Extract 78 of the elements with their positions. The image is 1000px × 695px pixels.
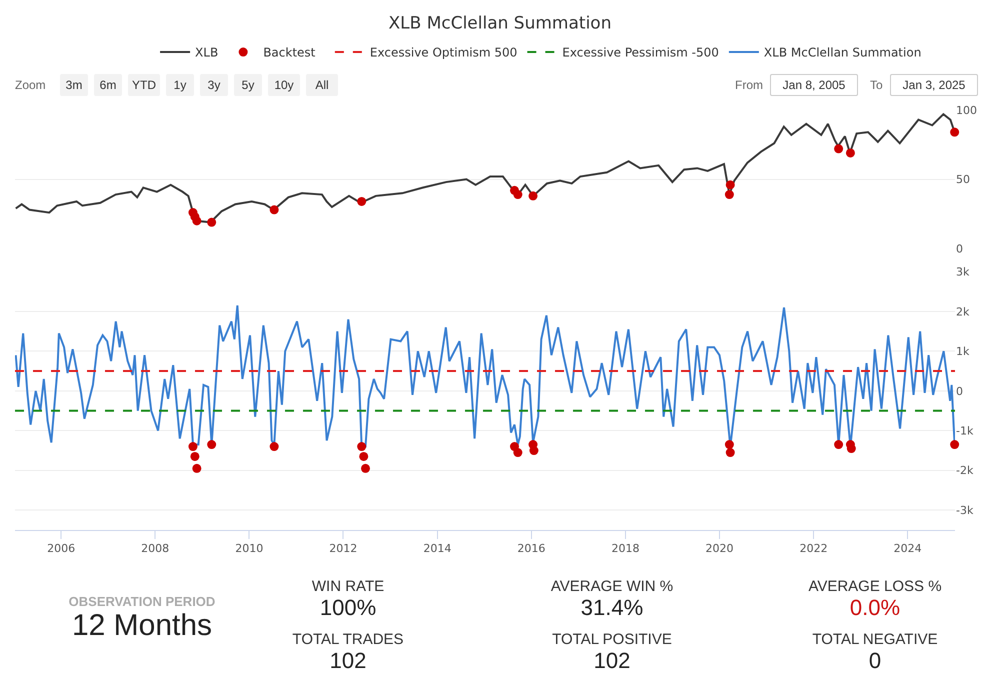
range-button: 5y <box>234 74 262 96</box>
text: 0 <box>868 648 882 674</box>
y-tick-label: -3k <box>956 504 974 517</box>
x-tick-label: 2020 <box>705 542 734 556</box>
text: OBSERVATION PERIOD <box>68 594 216 609</box>
y-tick-label: 50 <box>956 173 970 186</box>
y-tick-label: 2k <box>956 305 970 318</box>
point <box>724 440 734 450</box>
range-button: 6m <box>94 74 122 96</box>
x-tick-label: 2010 <box>235 542 264 556</box>
point <box>834 144 844 154</box>
x-tick-label: 2018 <box>611 542 640 556</box>
text: 12 Months <box>70 609 214 643</box>
point <box>950 440 960 450</box>
point <box>190 452 200 461</box>
point <box>207 440 216 450</box>
point <box>726 180 735 190</box>
y-tick-label: -2k <box>956 464 974 478</box>
chart-title: XLB McClellan Summation <box>388 14 612 34</box>
x-tick-label: 2024 <box>894 542 922 556</box>
text: WIN RATE <box>310 578 386 595</box>
point <box>846 148 855 158</box>
text: TOTAL POSITIVE <box>551 631 673 648</box>
text: 31.4% <box>580 595 644 621</box>
point <box>357 442 366 452</box>
legend-label: XLB <box>195 46 218 60</box>
text: 0.0% <box>848 595 902 621</box>
point <box>192 464 202 473</box>
x-tick-label: 2008 <box>141 542 170 556</box>
legend-label: Backtest <box>263 46 316 60</box>
text: AVERAGE WIN % <box>550 578 674 595</box>
y-tick-label: 0 <box>956 242 963 256</box>
point <box>359 452 368 461</box>
x-tick-label: 2014 <box>423 542 452 556</box>
x-tick-label: 2022 <box>800 542 828 556</box>
point <box>726 448 735 458</box>
x-tick-label: 2012 <box>329 542 358 556</box>
x-tick-label: 2006 <box>47 542 76 556</box>
point <box>357 196 366 206</box>
date-field: Jan 8, 2005 <box>770 74 858 96</box>
x-tick-label: 2016 <box>517 542 546 556</box>
date-field: Jan 3, 2025 <box>890 74 978 96</box>
range-button: 10y <box>268 74 300 96</box>
point <box>192 216 202 226</box>
y-tick-label: 3k <box>956 266 970 279</box>
text: AVERAGE LOSS % <box>807 578 943 595</box>
point <box>513 448 522 458</box>
range-button: 3y <box>200 74 228 96</box>
point <box>513 190 522 200</box>
y-tick-label: 100 <box>956 104 977 117</box>
range-button: YTD <box>128 74 160 96</box>
point <box>529 446 538 456</box>
point <box>724 190 734 200</box>
text: TOTAL NEGATIVE <box>811 631 939 648</box>
text: Zoom <box>15 77 46 94</box>
text: 102 <box>328 648 368 674</box>
point <box>528 191 538 200</box>
legend-label: Excessive Optimism 500 <box>370 46 518 60</box>
point <box>207 218 216 227</box>
point <box>834 440 844 450</box>
range-button: 1y <box>166 74 194 96</box>
text: 100% <box>318 595 378 621</box>
text: To <box>870 77 883 94</box>
text: From <box>735 77 763 94</box>
point <box>270 442 279 452</box>
text: 102 <box>592 648 632 674</box>
legend-label: Excessive Pessimism -500 <box>562 46 719 60</box>
range-button: All <box>306 74 338 96</box>
point <box>270 205 279 214</box>
legend-label: XLB McClellan Summation <box>764 46 922 60</box>
text: TOTAL TRADES <box>291 631 405 648</box>
y-tick-label: 1k <box>956 345 970 358</box>
y-tick-label: -1k <box>956 424 974 438</box>
point <box>950 128 960 137</box>
point <box>361 464 370 473</box>
y-tick-label: 0 <box>956 384 963 398</box>
point <box>188 442 198 452</box>
range-button: 3m <box>60 74 88 96</box>
